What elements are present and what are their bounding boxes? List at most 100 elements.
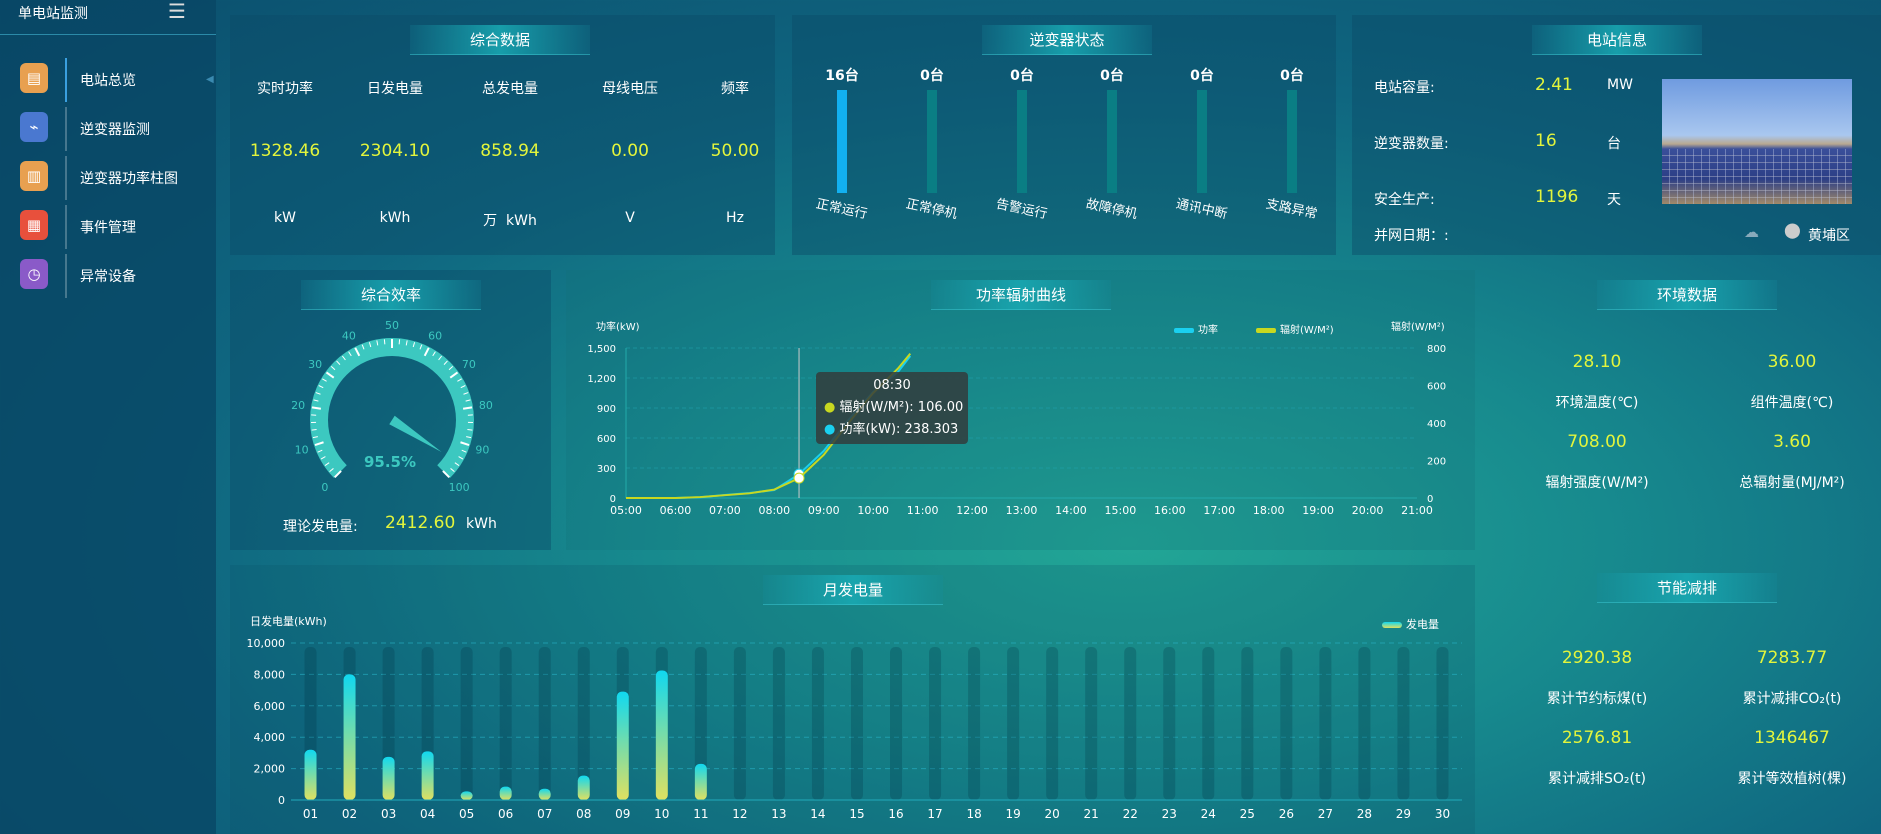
gauge-tick bbox=[423, 347, 430, 357]
divider bbox=[65, 254, 67, 298]
gauge-tick bbox=[336, 360, 341, 365]
bar-background bbox=[1358, 647, 1371, 800]
bar bbox=[694, 763, 707, 800]
efficiency-gauge: 0 10 20 30 40 50 60 70 80 90 100 bbox=[291, 319, 493, 494]
gauge-tick bbox=[311, 406, 322, 410]
x-tick-label: 05:00 bbox=[610, 504, 642, 517]
x-tick-label: 12:00 bbox=[956, 504, 988, 517]
sidebar-item[interactable]: ▥ 逆变器功率柱图 bbox=[0, 156, 216, 200]
y-tick-label: 8,000 bbox=[254, 668, 286, 681]
gauge-tick bbox=[462, 406, 473, 410]
x-tick-label: 21:00 bbox=[1401, 504, 1433, 517]
gauge-tick-label: 70 bbox=[462, 358, 476, 371]
station-info-panel: 电站信息 电站容量: 2.41 MW 逆变器数量: 16 台安全生产: 1196 … bbox=[1352, 15, 1881, 255]
gauge-tick bbox=[312, 436, 318, 439]
inverter-status-bar bbox=[837, 90, 847, 193]
gauge-tick bbox=[448, 366, 454, 371]
monthly-energy-chart: 0 2,000 4,000 6,000 8,000 10,000 01 02 03 04 05 06 0… bbox=[247, 614, 1462, 821]
gauge-tick bbox=[322, 378, 327, 382]
gauge-tick bbox=[461, 449, 467, 453]
bar-background bbox=[890, 647, 903, 800]
collapse-arrow-icon[interactable]: ◀ bbox=[206, 74, 214, 85]
bar-background bbox=[1436, 647, 1449, 800]
gauge-tick bbox=[354, 347, 361, 357]
x-tick-label: 09:00 bbox=[808, 504, 840, 517]
bar-background bbox=[968, 647, 981, 800]
bar-background bbox=[577, 647, 590, 800]
env-label: 组件温度(℃) bbox=[1750, 395, 1834, 411]
list-clock-icon: ◷ bbox=[20, 259, 48, 289]
location-label: 黄埔区 bbox=[1808, 228, 1850, 244]
x-tick-label: 04 bbox=[420, 807, 435, 821]
chart-tooltip: 08:30 ● 辐射(W/M²): 106.00 ● 功率(kW): 238.30… bbox=[816, 372, 968, 444]
bar bbox=[421, 751, 434, 800]
station-value: 2.41 bbox=[1535, 75, 1573, 95]
gauge-tick bbox=[376, 340, 379, 346]
y-tick-label: 0 bbox=[278, 794, 285, 807]
bar-background bbox=[538, 647, 551, 800]
station-unit: 台 bbox=[1607, 136, 1621, 152]
gauge-tick-label: 90 bbox=[475, 443, 489, 456]
summary-unit: 万 kWh bbox=[483, 213, 537, 229]
summary-value: 50.00 bbox=[710, 141, 760, 161]
gauge-tick bbox=[449, 371, 459, 379]
gauge-tick-label: 80 bbox=[479, 399, 493, 412]
y-tick-label: 1,200 bbox=[587, 374, 616, 385]
gauge-tick bbox=[432, 351, 436, 357]
bar-background bbox=[499, 647, 512, 800]
inverter-count: 0台 bbox=[1190, 68, 1214, 84]
gauge-tick bbox=[466, 436, 472, 439]
gauge-tick bbox=[320, 456, 326, 460]
y-tick-label: 6,000 bbox=[254, 700, 286, 713]
x-tick-label: 10 bbox=[654, 807, 669, 821]
gauge-tick bbox=[450, 468, 455, 473]
y-tick-label: 300 bbox=[597, 464, 616, 475]
hamburger-icon[interactable]: ☰ bbox=[168, 0, 186, 23]
environment-panel: 环境数据 28.10 环境温度(℃) 36.00 组件温度(℃) 708.00 辐射… bbox=[1490, 270, 1881, 550]
x-tick-label: 28 bbox=[1357, 807, 1372, 821]
x-tick-label: 10:00 bbox=[857, 504, 889, 517]
x-tick-label: 19:00 bbox=[1302, 504, 1334, 517]
gauge-tick bbox=[317, 449, 323, 453]
gauge-tick-label: 10 bbox=[295, 443, 309, 456]
sidebar-item[interactable]: ⌁ 逆变器监测 bbox=[0, 107, 216, 151]
bar bbox=[616, 691, 629, 800]
panel-title: 环境数据 bbox=[1597, 280, 1777, 310]
divider bbox=[65, 107, 67, 151]
gauge-tick bbox=[324, 462, 330, 466]
summary-label: 总发电量 bbox=[482, 81, 538, 97]
map-pin-icon: ⬤ bbox=[1784, 221, 1801, 239]
x-tick-label: 24 bbox=[1201, 807, 1216, 821]
gauge-tick bbox=[412, 342, 416, 348]
saving-value: 1346467 bbox=[1754, 728, 1830, 748]
tooltip-time: 08:30 bbox=[873, 378, 911, 393]
sidebar-item[interactable]: ◷ 异常设备 bbox=[0, 254, 216, 298]
env-value: 28.10 bbox=[1572, 352, 1622, 372]
panel-title: 功率辐射曲线 bbox=[931, 280, 1111, 310]
y2-tick-label: 600 bbox=[1427, 382, 1446, 393]
gauge-tick bbox=[329, 468, 334, 473]
bar bbox=[577, 775, 590, 800]
bar-background bbox=[1046, 647, 1059, 800]
document-icon: ▤ bbox=[20, 63, 48, 93]
gauge-tick bbox=[361, 344, 365, 350]
y-tick-label: 900 bbox=[597, 404, 616, 415]
x-tick-label: 12 bbox=[732, 807, 747, 821]
sidebar-item[interactable]: ▤ 电站总览 bbox=[0, 58, 216, 102]
gauge-tick bbox=[348, 351, 352, 357]
sidebar-item[interactable]: ▦ 事件管理 bbox=[0, 205, 216, 249]
gauge-tick bbox=[311, 429, 317, 431]
x-tick-label: 18:00 bbox=[1253, 504, 1285, 517]
tooltip-row: ● 功率(kW): 238.303 bbox=[824, 422, 959, 437]
bar-background bbox=[1163, 647, 1176, 800]
env-value: 3.60 bbox=[1773, 432, 1811, 452]
saving-label: 累计等效植树(棵) bbox=[1737, 771, 1847, 787]
legend-label: 发电量 bbox=[1406, 617, 1439, 631]
gauge-tick bbox=[457, 378, 462, 382]
power-radiation-chart: 0 300 600 900 1,200 1,500 0 200 400 600 800 05:00 06… bbox=[587, 320, 1446, 517]
inverter-count: 0台 bbox=[1100, 68, 1124, 84]
bar-background bbox=[1202, 647, 1215, 800]
x-tick-label: 08 bbox=[576, 807, 591, 821]
x-tick-label: 13:00 bbox=[1006, 504, 1038, 517]
summary-unit: V bbox=[625, 210, 635, 226]
